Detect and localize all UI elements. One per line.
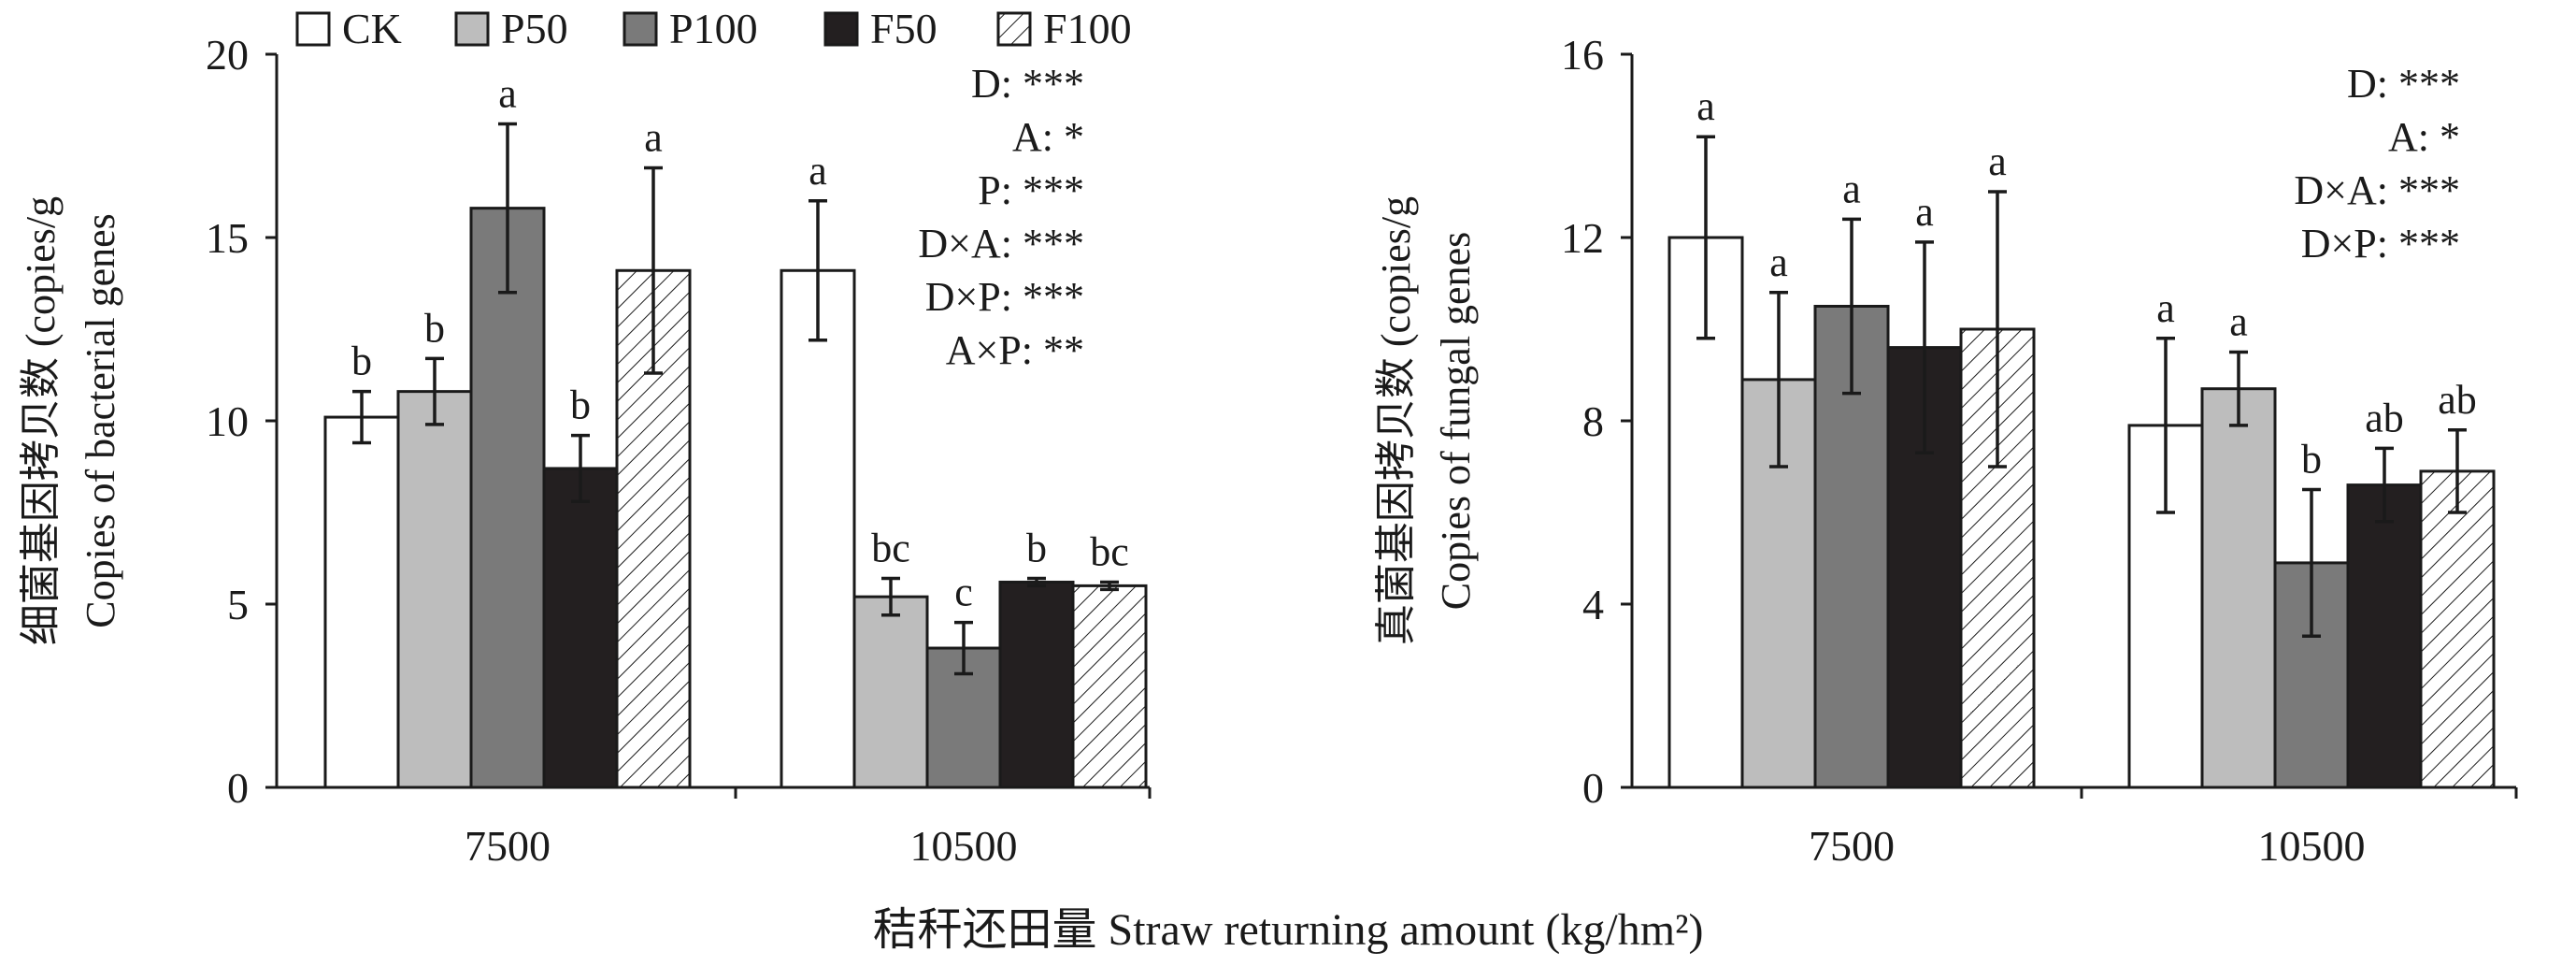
x-tick-label: 7500 bbox=[1809, 822, 1895, 870]
stats-annotation: D×P: *** bbox=[2301, 221, 2460, 267]
significance-letter: a bbox=[498, 70, 517, 116]
significance-letter: a bbox=[2156, 285, 2175, 331]
y-axis-title-cn: 真菌基因拷贝数 (copies/g bbox=[1373, 196, 1419, 645]
stats-annotation: D: *** bbox=[971, 61, 1084, 107]
stats-annotation: D×A: *** bbox=[2294, 167, 2460, 213]
significance-letter: bc bbox=[1090, 528, 1129, 574]
significance-letter: a bbox=[644, 115, 663, 161]
significance-letter: ab bbox=[2438, 377, 2477, 423]
legend-swatch-f100 bbox=[996, 11, 1032, 47]
significance-letter: b bbox=[424, 305, 445, 351]
y-tick-label: 12 bbox=[1561, 214, 1604, 262]
bar-f100-7500 bbox=[1959, 327, 2036, 789]
significance-letter: a bbox=[1696, 83, 1715, 129]
bar-ck-7500 bbox=[323, 415, 400, 789]
significance-letter: c bbox=[954, 570, 973, 615]
legend-label-f100: F100 bbox=[1043, 5, 1132, 52]
x-tick-label: 10500 bbox=[2258, 822, 2366, 870]
y-tick-label: 15 bbox=[206, 214, 249, 262]
y-axis-title-cn: 细菌基因拷贝数 (copies/g bbox=[18, 196, 64, 645]
significance-letter: a bbox=[1769, 239, 1788, 285]
stats-annotation: A: * bbox=[1012, 114, 1084, 160]
significance-letter: b bbox=[351, 339, 372, 384]
bar-f50-7500 bbox=[542, 467, 619, 789]
significance-letter: b bbox=[1026, 526, 1047, 571]
bar-f50-10500 bbox=[998, 580, 1075, 789]
y-tick-label: 4 bbox=[1582, 581, 1604, 628]
stats-annotation: A×P: ** bbox=[946, 327, 1084, 373]
legend-label-f50: F50 bbox=[870, 5, 937, 52]
bar-f100-10500 bbox=[2419, 469, 2496, 789]
y-tick-label: 0 bbox=[1582, 764, 1604, 812]
y-tick-label: 10 bbox=[206, 397, 249, 445]
stats-annotation: A: * bbox=[2388, 114, 2460, 160]
legend-swatch-p100 bbox=[623, 11, 658, 47]
bar-f50-10500 bbox=[2346, 483, 2423, 789]
y-tick-label: 8 bbox=[1582, 397, 1604, 445]
significance-letter: a bbox=[1842, 166, 1861, 211]
significance-letter: b bbox=[2301, 437, 2322, 483]
x-tick-label: 10500 bbox=[910, 822, 1018, 870]
significance-letter: a bbox=[1915, 189, 1934, 235]
legend: CK P50 P100 F50 F100 bbox=[295, 5, 1132, 52]
significance-letter: a bbox=[2229, 299, 2248, 345]
x-tick-label: 7500 bbox=[465, 822, 551, 870]
bar-p50-10500 bbox=[2200, 387, 2277, 789]
significance-letter: bc bbox=[871, 526, 910, 571]
bar-p100-7500 bbox=[469, 207, 546, 789]
bar-f100-7500 bbox=[615, 268, 692, 789]
x-axis-title: 秸秆还田量 Straw returning amount (kg/hm²) bbox=[873, 905, 1704, 955]
legend-label-p50: P50 bbox=[501, 5, 568, 52]
stats-annotation: D×A: *** bbox=[918, 221, 1084, 267]
legend-swatch-p50 bbox=[454, 11, 490, 47]
legend-swatch-f50 bbox=[823, 11, 859, 47]
bar-p50-10500 bbox=[852, 595, 929, 789]
bar-f100-10500 bbox=[1071, 584, 1148, 789]
significance-letter: ab bbox=[2365, 395, 2404, 440]
y-tick-label: 20 bbox=[206, 31, 249, 79]
bar-p50-7500 bbox=[396, 390, 473, 789]
bar-ck-10500 bbox=[780, 268, 856, 789]
significance-letter: a bbox=[809, 148, 827, 194]
legend-label-ck: CK bbox=[342, 5, 402, 52]
significance-letter: a bbox=[1988, 138, 2007, 184]
stats-annotation: P: *** bbox=[978, 167, 1084, 213]
stats-annotation: D: *** bbox=[2347, 61, 2460, 107]
y-axis-title-en: Copies of bacterial genes bbox=[78, 213, 123, 628]
y-tick-label: 16 bbox=[1561, 31, 1604, 79]
significance-letter: b bbox=[570, 382, 591, 428]
y-tick-label: 0 bbox=[227, 764, 249, 812]
legend-swatch-ck bbox=[295, 11, 331, 47]
y-axis-title-en: Copies of fungal genes bbox=[1433, 232, 1479, 610]
stats-annotation: D×P: *** bbox=[925, 274, 1084, 320]
legend-label-p100: P100 bbox=[669, 5, 758, 52]
y-tick-label: 5 bbox=[227, 581, 249, 628]
